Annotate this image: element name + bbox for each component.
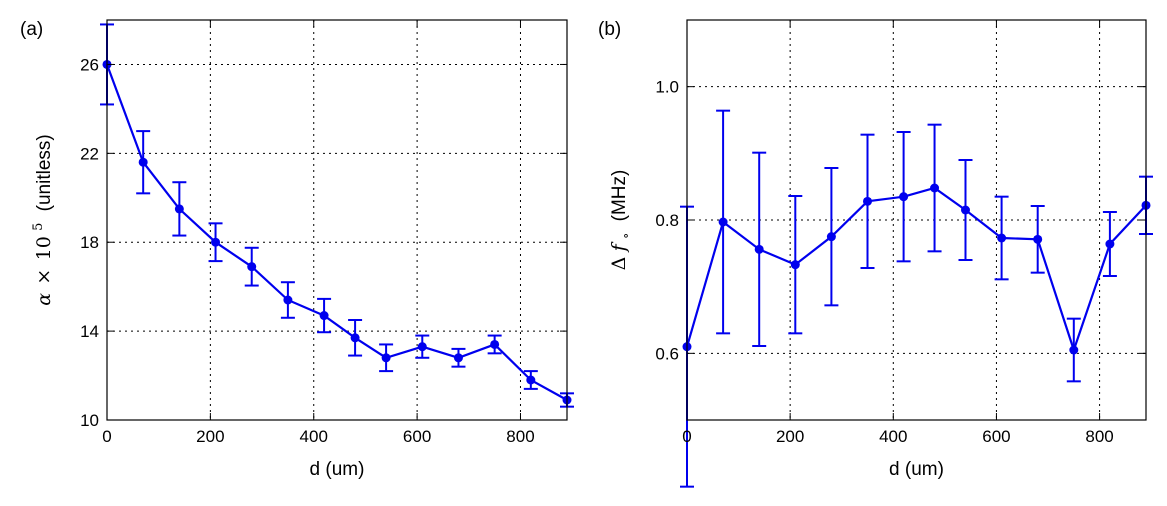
panel-a-point-12 xyxy=(526,375,536,385)
panel-b-label: (b) xyxy=(598,19,621,40)
panel-a-point-4 xyxy=(247,262,257,272)
panel-a-point-5 xyxy=(283,295,293,305)
panel-a-xtick-label-200: 200 xyxy=(196,427,224,446)
panel-b-xtick-label-600: 600 xyxy=(982,427,1010,446)
panel-a-y-base: 10 xyxy=(33,236,55,260)
panel-a-alpha-vs-d: (a) 0 200 400 600 800 10 14 18 22 26 d (um) α × … xyxy=(20,19,574,480)
panel-a-y-times: × xyxy=(33,269,55,285)
panel-b-point-1 xyxy=(718,217,728,227)
panel-b-xtick-label-0: 0 xyxy=(682,427,691,446)
panel-a-grid xyxy=(107,20,567,420)
panel-b-xtick-label-800: 800 xyxy=(1085,427,1113,446)
panel-b-point-10 xyxy=(1033,234,1043,244)
panel-b-xtick-label-200: 200 xyxy=(776,427,804,446)
panel-b-y-sub: ∘ xyxy=(619,233,634,239)
panel-a-ytick-label-0: 10 xyxy=(80,411,99,430)
panel-a-point-2 xyxy=(174,204,184,214)
panel-a-point-1 xyxy=(138,157,148,167)
panel-a-series-line xyxy=(105,64,568,401)
panel-a-axes-frame xyxy=(106,19,568,421)
panel-a-xtick-label-600: 600 xyxy=(403,427,431,446)
panel-a-data-points xyxy=(102,59,572,405)
panel-a-point-7 xyxy=(350,333,360,343)
panel-b-y-delta: Δ xyxy=(608,257,630,271)
panel-a-ytick-label-1: 14 xyxy=(80,322,99,341)
panel-b-ytick-label-1: 0.8 xyxy=(655,211,679,230)
panel-a-x-ticks: 0 200 400 600 800 xyxy=(102,20,535,446)
panel-a-error-bars xyxy=(100,23,574,408)
panel-a-point-8 xyxy=(381,353,391,363)
panel-b-xtick-label-400: 400 xyxy=(879,427,907,446)
panel-a-point-6 xyxy=(319,311,329,321)
panel-a-point-10 xyxy=(453,353,463,363)
panel-b-point-11 xyxy=(1069,345,1079,355)
panel-b-error-bars xyxy=(680,109,1153,488)
panel-b-delta-f-vs-d: (b) 0 200 400 600 800 0.6 0.8 1.0 d (um) Δ f ∘… xyxy=(598,19,1153,488)
panel-a-y-axis-label: α × 10 5 (unitless) xyxy=(26,134,55,305)
panel-a-point-9 xyxy=(417,342,427,352)
panel-a-point-11 xyxy=(490,339,500,349)
panel-b-x-ticks: 0 200 400 600 800 xyxy=(682,20,1114,446)
panel-b-y-unit: (MHz) xyxy=(609,170,630,222)
panel-a-xtick-label-400: 400 xyxy=(300,427,328,446)
panel-b-point-5 xyxy=(863,196,873,206)
panel-a-y-ticks: 10 14 18 22 26 xyxy=(80,55,567,430)
panel-a-y-symbol: α xyxy=(33,293,55,306)
panel-a-xtick-label-800: 800 xyxy=(506,427,534,446)
panel-a-y-exp: 5 xyxy=(31,223,46,231)
panel-b-x-axis-label: d (um) xyxy=(889,459,944,480)
panel-a-ytick-label-4: 26 xyxy=(80,55,99,74)
panel-b-grid xyxy=(687,20,1146,420)
panel-b-point-4 xyxy=(826,232,836,242)
panel-a-point-3 xyxy=(211,237,221,247)
panel-b-y-f: f xyxy=(608,241,630,253)
panel-b-point-7 xyxy=(930,183,940,193)
panel-b-point-2 xyxy=(754,244,764,254)
panel-b-y-ticks: 0.6 0.8 1.0 xyxy=(655,78,1146,363)
panel-b-y-axis-label: Δ f ∘ (MHz) xyxy=(608,170,635,271)
panel-a-ytick-label-3: 22 xyxy=(80,144,99,163)
panel-b-point-6 xyxy=(899,192,909,202)
panel-b-point-12 xyxy=(1105,239,1115,249)
panel-a-x-axis-label: d (um) xyxy=(310,459,365,480)
panel-a-label: (a) xyxy=(20,19,43,40)
panel-b-point-8 xyxy=(960,205,970,215)
panel-a-y-unit: (unitless) xyxy=(34,134,55,211)
panel-a-xtick-label-0: 0 xyxy=(102,427,111,446)
panel-b-ytick-label-0: 0.6 xyxy=(655,344,679,363)
panel-b-series-line xyxy=(685,186,1147,354)
panel-a-ytick-label-2: 18 xyxy=(80,233,99,252)
panel-b-point-3 xyxy=(790,260,800,270)
panel-b-ytick-label-2: 1.0 xyxy=(655,78,679,97)
panel-b-point-9 xyxy=(997,233,1007,243)
